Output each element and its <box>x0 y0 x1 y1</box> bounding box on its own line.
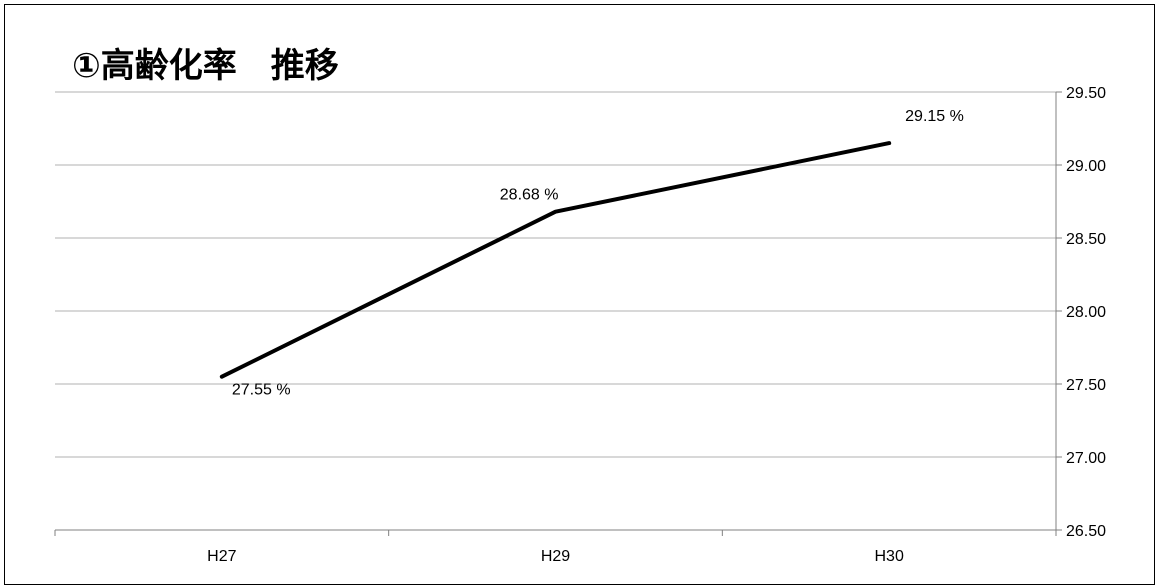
y-tick-label: 27.50 <box>1066 377 1106 394</box>
labels: 26.50 27.00 27.50 28.00 28.50 29.00 29.50 H27 H2… <box>207 85 1106 565</box>
y-tick-label: 28.50 <box>1066 231 1106 248</box>
y-tick-label: 29.00 <box>1066 158 1106 175</box>
x-tick-label: H29 <box>541 548 570 565</box>
y-tick-label: 26.50 <box>1066 523 1106 540</box>
data-label: 28.68 % <box>500 187 559 204</box>
x-tick-label: H27 <box>207 548 236 565</box>
data-label: 29.15 % <box>905 108 964 125</box>
series <box>219 141 892 379</box>
series-line <box>219 141 892 379</box>
axes <box>54 91 1062 536</box>
data-label: 27.55 % <box>232 382 291 399</box>
chart-title: ①高齢化率 推移 <box>72 46 339 86</box>
y-tick-label: 28.00 <box>1066 304 1106 321</box>
y-tick-label: 29.50 <box>1066 85 1106 102</box>
y-tick-label: 27.00 <box>1066 450 1106 467</box>
gridlines <box>55 91 1056 458</box>
chart-frame <box>4 4 1155 585</box>
data-point <box>555 211 556 213</box>
data-point <box>888 142 890 144</box>
x-tick-label: H30 <box>874 548 903 565</box>
data-point <box>221 376 223 378</box>
